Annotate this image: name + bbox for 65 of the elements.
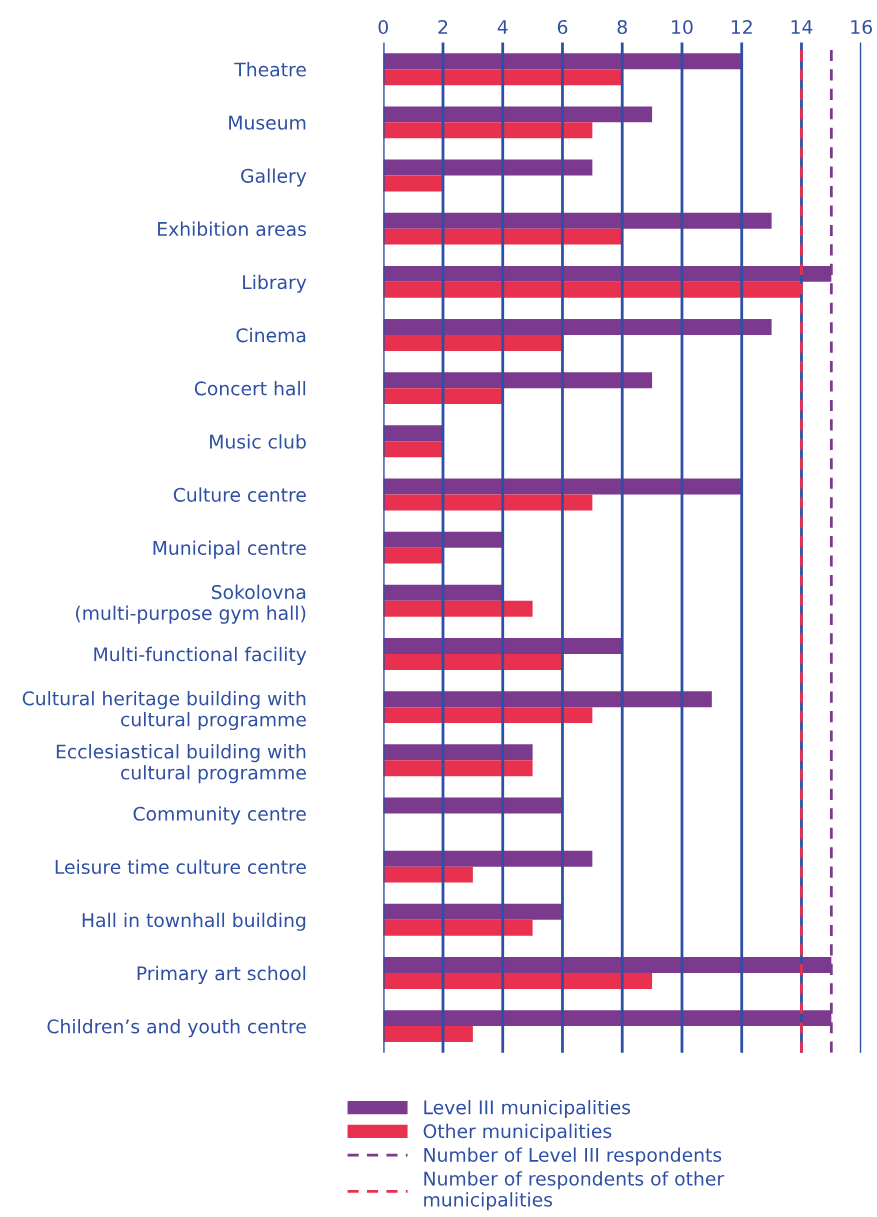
bar [383, 760, 533, 777]
bar [383, 478, 742, 495]
x-tick-label: 2 [438, 19, 448, 34]
y-tick-label: Hall in townhall building [82, 912, 306, 931]
bar [383, 494, 593, 511]
y-tick-label: Children’s and youth centre [47, 1019, 306, 1038]
bar [383, 388, 503, 405]
x-tick-label: 10 [672, 19, 693, 35]
x-tick-label: 8 [617, 19, 627, 35]
bar [383, 69, 623, 86]
y-tick-label: Community centre [133, 806, 306, 825]
bar [383, 372, 653, 389]
bar [383, 212, 772, 229]
y-tick-label: Concert hall [194, 381, 306, 396]
x-tick-label: 14 [791, 20, 813, 34]
y-tick-label: Cultural heritage building with cultural programme [22, 690, 306, 731]
y-tick-label: Multi-functional facility [94, 646, 307, 665]
bar [383, 638, 623, 654]
bar [383, 972, 653, 989]
y-tick-label: Ecclesiastical building with cultural programme [56, 744, 306, 784]
x-tick-label: 4 [497, 20, 508, 34]
bar [383, 425, 443, 442]
bar [383, 531, 503, 548]
y-tick-label: Leisure time culture centre [55, 859, 306, 875]
y-tick-label: Museum [229, 115, 306, 130]
bar [383, 707, 593, 724]
bar [383, 584, 503, 601]
legend-label: Level III municipalities [424, 1099, 631, 1119]
y-tick-label: Library [243, 274, 307, 293]
y-tick-label: Gallery [241, 168, 307, 187]
bar [383, 691, 712, 708]
y-tick-label: Music club [210, 434, 306, 449]
bar [383, 228, 623, 245]
bar [383, 919, 533, 936]
bar [383, 319, 772, 335]
x-tick-label: 0 [378, 19, 388, 35]
y-tick-label: Theatre [234, 62, 306, 77]
bar [383, 159, 593, 176]
legend-label: Other municipalities [423, 1123, 612, 1142]
bar [383, 866, 473, 883]
bar [383, 53, 742, 70]
bar [383, 600, 533, 617]
bar [383, 175, 443, 192]
y-tick-label: Culture centre [173, 487, 306, 502]
x-tick-label: 12 [731, 19, 752, 34]
bar [383, 797, 563, 814]
bar [383, 106, 653, 123]
legend-label: Number of respondents of other municipalities [424, 1171, 725, 1211]
legend-label: Number of Level III respondents [424, 1147, 722, 1166]
bar [383, 441, 443, 458]
y-tick-label: Sokolovna (multi-purpose gym hall) [76, 584, 306, 624]
bar [383, 547, 443, 564]
y-tick-label: Cinema [236, 327, 306, 343]
y-tick-label: Municipal centre [153, 540, 306, 559]
x-tick-label: 6 [557, 19, 568, 35]
bar [383, 335, 563, 351]
bar [383, 1026, 473, 1043]
bar [383, 903, 563, 920]
bar [383, 744, 533, 761]
y-tick-label: Primary art school [137, 965, 306, 984]
bar [383, 850, 593, 867]
x-tick-label: 16 [851, 19, 872, 35]
y-tick-label: Exhibition areas [158, 221, 306, 237]
bar [383, 122, 593, 139]
bar [383, 653, 563, 670]
